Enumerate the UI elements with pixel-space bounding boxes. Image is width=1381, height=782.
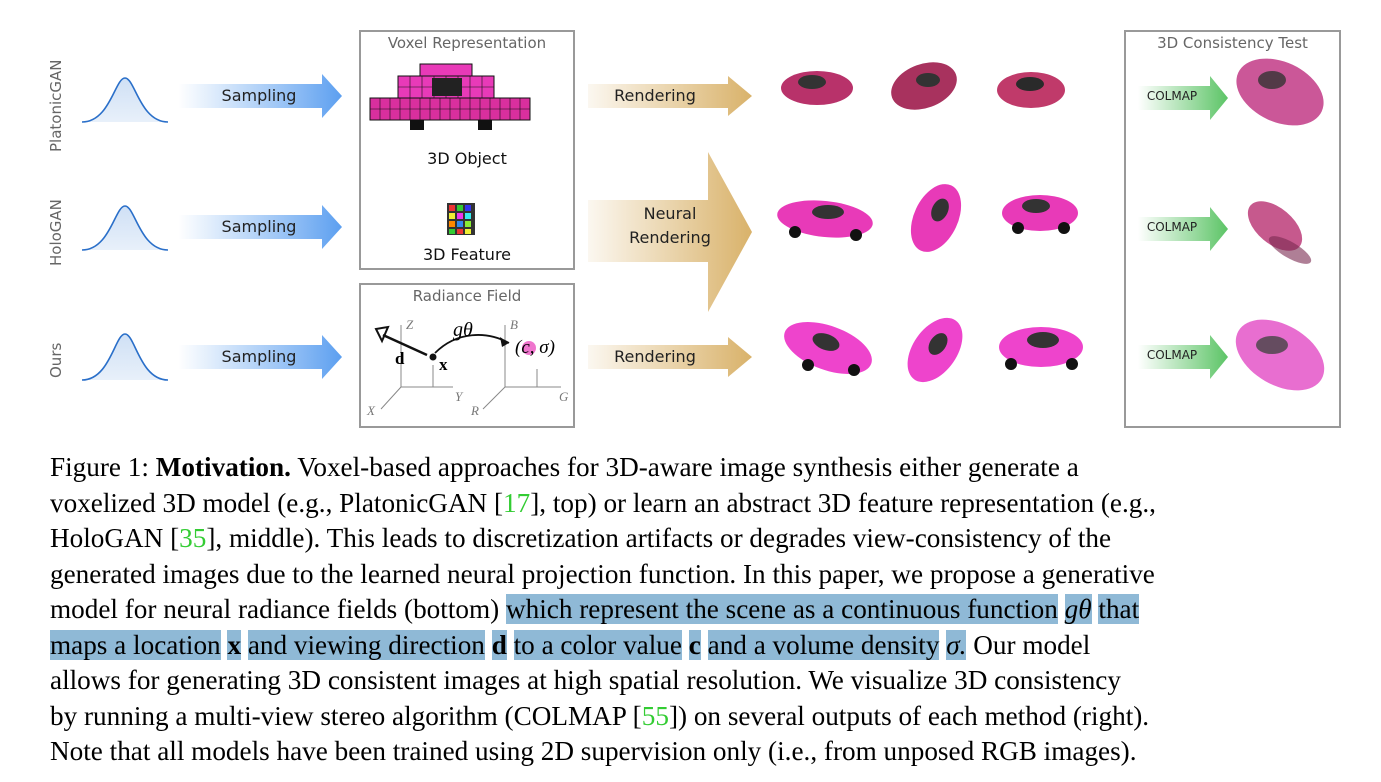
sampling-arrow-1: [178, 74, 342, 118]
d-label: d: [395, 349, 405, 368]
sampling-label-3: Sampling: [221, 347, 297, 366]
caption-line-1: Figure 1: Motivation. Voxel-based approa…: [50, 450, 1340, 486]
sigma-symbol: σ.: [946, 629, 967, 660]
caption-heading: Motivation.: [155, 452, 291, 482]
sampling-arrow-2: [178, 205, 342, 249]
diagram-graphics: [81, 58, 1325, 391]
rendered-car-images: [777, 62, 1083, 383]
colmap-label-2: COLMAP: [1146, 220, 1198, 234]
c-symbol: c: [688, 629, 701, 660]
caption-text-8b: ]) on several outputs of each method (ri…: [668, 700, 1150, 731]
colmap-arrow-3: [1138, 335, 1228, 379]
caption-line-5: model for neural radiance fields (bottom…: [50, 592, 1340, 628]
g-theta-label: gθ: [453, 319, 473, 341]
voxel-box-title: Voxel Representation: [387, 34, 547, 52]
citation-35[interactable]: 35: [179, 523, 207, 553]
rendering-label-top: Rendering: [614, 86, 696, 105]
neural-rendering-line2: Rendering: [629, 228, 711, 247]
highlight-5a: which represent the scene as a continuou…: [505, 594, 1058, 624]
c-sigma-label: (c, σ): [515, 337, 555, 358]
highlight-5b: that: [1098, 594, 1140, 624]
caption-line-3: HoloGAN [35], middle). This leads to dis…: [50, 521, 1340, 557]
gaussian-icon-3: [81, 333, 169, 381]
figure-number: Figure 1:: [50, 452, 149, 482]
consistency-test-box: 3D Consistency Test: [1124, 30, 1341, 428]
caption-text-5a: model for neural radiance fields (bottom…: [50, 594, 506, 624]
x-label: x: [439, 355, 448, 374]
caption-line-6: maps a location x and viewing direction …: [50, 628, 1340, 664]
feature-label: 3D Feature: [422, 245, 512, 264]
figure-diagram: PlatonicGAN HoloGAN Ours: [47, 30, 1341, 428]
highlight-6a: maps a location: [50, 629, 221, 660]
sampling-label-2: Sampling: [221, 217, 297, 236]
highlight-6b: and viewing direction: [247, 629, 485, 660]
axis-g-label: G: [559, 389, 569, 404]
colmap-arrow-2: [1138, 207, 1228, 251]
colmap-label-1: COLMAP: [1146, 89, 1198, 103]
sampling-arrow-3: [178, 335, 342, 379]
caption-text-8a: by running a multi-view stereo algorithm…: [50, 700, 642, 731]
citation-17[interactable]: 17: [503, 487, 531, 518]
rendering-label-bottom: Rendering: [614, 347, 696, 366]
caption-line-4: generated images due to the learned neur…: [50, 557, 1340, 593]
colmap-label-3: COLMAP: [1146, 348, 1198, 362]
neural-rendering-line1: Neural: [643, 204, 697, 223]
colmap-arrow-1: [1138, 76, 1228, 120]
voxel-car-icon: [369, 63, 531, 130]
radiance-box-title: Radiance Field: [412, 287, 522, 305]
voxel-representation-box: Voxel Representation 3D Object 3D Featur…: [359, 30, 575, 270]
axis-z-label: Z: [406, 317, 414, 332]
caption-text-2a: voxelized 3D model (e.g., PlatonicGAN [: [50, 487, 504, 518]
rendering-arrow-top: [588, 76, 752, 116]
highlight-6c: to a color value: [513, 629, 682, 660]
axis-x-label: X: [367, 403, 375, 418]
consistency-box-title: 3D Consistency Test: [1157, 34, 1308, 52]
radiance-field-schematic: [374, 325, 561, 410]
figure-caption: Figure 1: Motivation. Voxel-based approa…: [50, 450, 1340, 770]
rendering-arrow-bottom: [588, 337, 752, 377]
caption-text-3a: HoloGAN [: [50, 523, 180, 553]
axis-y-label: Y: [455, 389, 463, 404]
g-theta-symbol: gθ: [1064, 594, 1092, 624]
highlight-6d: and a volume density: [707, 629, 940, 660]
radiance-field-box: Radiance Field gθ d x (c, σ) Z X Y: [359, 283, 575, 428]
caption-text-3b: ], middle). This leads to discretization…: [206, 523, 1112, 553]
caption-line-7: allows for generating 3D consistent imag…: [50, 663, 1340, 699]
caption-line-8: by running a multi-view stereo algorithm…: [50, 699, 1340, 735]
gaussian-icon-1: [81, 77, 169, 123]
caption-line-2: voxelized 3D model (e.g., PlatonicGAN [1…: [50, 486, 1340, 522]
caption-text-6b: Our model: [973, 629, 1091, 660]
caption-text-7: allows for generating 3D consistent imag…: [50, 665, 1121, 695]
caption-line-9: Note that all models have been trained u…: [50, 734, 1340, 770]
object-label: 3D Object: [427, 149, 507, 168]
sampling-label-1: Sampling: [221, 86, 297, 105]
neural-rendering-arrow: [588, 152, 752, 312]
caption-text-1: Voxel-based approaches for 3D-aware imag…: [297, 452, 1079, 482]
d-symbol: d: [491, 629, 507, 660]
citation-55[interactable]: 55: [641, 700, 669, 731]
caption-text-4: generated images due to the learned neur…: [50, 558, 1155, 589]
caption-text-9: Note that all models have been trained u…: [50, 736, 1137, 766]
axis-b-label: B: [510, 317, 518, 332]
axis-r-label: R: [471, 403, 479, 418]
point-cloud-images: [1235, 58, 1325, 391]
x-symbol: x: [227, 629, 242, 660]
caption-text-2b: ], top) or learn an abstract 3D feature …: [530, 487, 1156, 518]
gaussian-icon-2: [81, 205, 169, 251]
feature-cube-icon: [447, 203, 475, 235]
